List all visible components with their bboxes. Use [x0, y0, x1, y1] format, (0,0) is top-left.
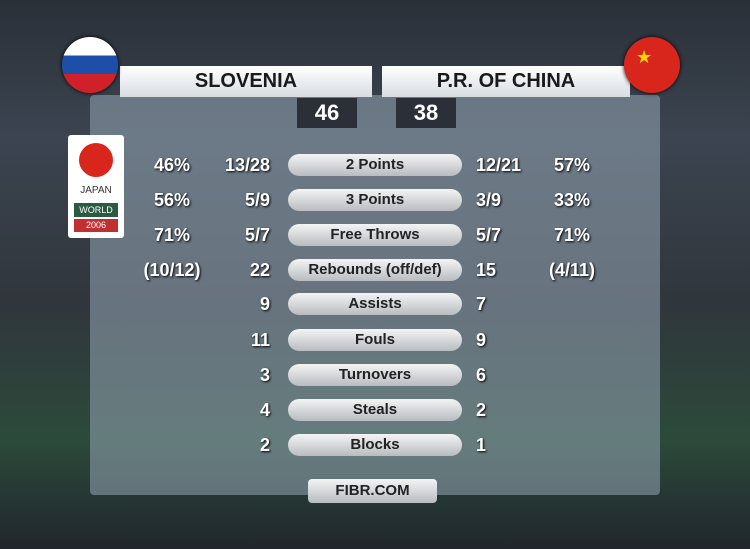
left-pct: 46%: [153, 155, 191, 175]
left-value: 22: [249, 260, 270, 280]
right-value: 1: [476, 435, 487, 455]
left-value: 3: [259, 365, 270, 385]
stat-label: Free Throws: [288, 224, 462, 246]
left-pct: (10/12): [143, 260, 201, 280]
left-value: 11: [250, 330, 270, 350]
left-value: 4: [259, 400, 270, 420]
right-pct: 57%: [553, 155, 591, 175]
right-value: 5/7: [476, 225, 502, 245]
team2-name: P.R. OF CHINA: [382, 66, 630, 97]
right-value: 15: [476, 260, 497, 280]
left-value: 9: [259, 294, 270, 314]
stat-label: Blocks: [288, 434, 462, 456]
right-pct: 71%: [553, 225, 591, 245]
stat-label: Steals: [288, 399, 462, 421]
right-value: 7: [476, 294, 487, 314]
team1-name: SLOVENIA: [120, 66, 372, 97]
right-pct: 33%: [553, 190, 591, 210]
left-pct: 71%: [153, 225, 191, 245]
left-pct: 56%: [153, 190, 191, 210]
slovenia-flag: [62, 37, 118, 93]
team2-score: 38: [396, 98, 456, 128]
stat-label: 2 Points: [288, 154, 462, 176]
left-value: 5/9: [244, 190, 270, 210]
right-pct: (4/11): [548, 260, 596, 280]
right-value: 6: [476, 365, 487, 385]
stat-label: 3 Points: [288, 189, 462, 211]
china-flag: ★: [624, 37, 680, 93]
left-value: 2: [259, 435, 270, 455]
footer: FIBR.COM: [308, 479, 437, 503]
left-value: 5/7: [244, 225, 270, 245]
logo-sun: [79, 143, 113, 177]
right-value: 2: [476, 400, 487, 420]
right-value: 9: [476, 330, 487, 350]
stat-label: Turnovers: [288, 364, 462, 386]
left-value: 13/28: [224, 155, 270, 175]
right-value: 12/21: [476, 155, 522, 175]
logo-country: JAPAN: [80, 185, 112, 196]
stat-label: Fouls: [288, 329, 462, 351]
logo-year: 2006: [74, 219, 118, 232]
right-value: 3/9: [476, 190, 502, 210]
logo-event: WORLD: [74, 203, 118, 217]
event-logo: JAPAN WORLD 2006: [68, 135, 124, 238]
stat-label: Rebounds (off/def): [288, 259, 462, 281]
stat-label: Assists: [288, 293, 462, 315]
team1-score: 46: [297, 98, 357, 128]
flag-star: ★: [636, 47, 653, 67]
